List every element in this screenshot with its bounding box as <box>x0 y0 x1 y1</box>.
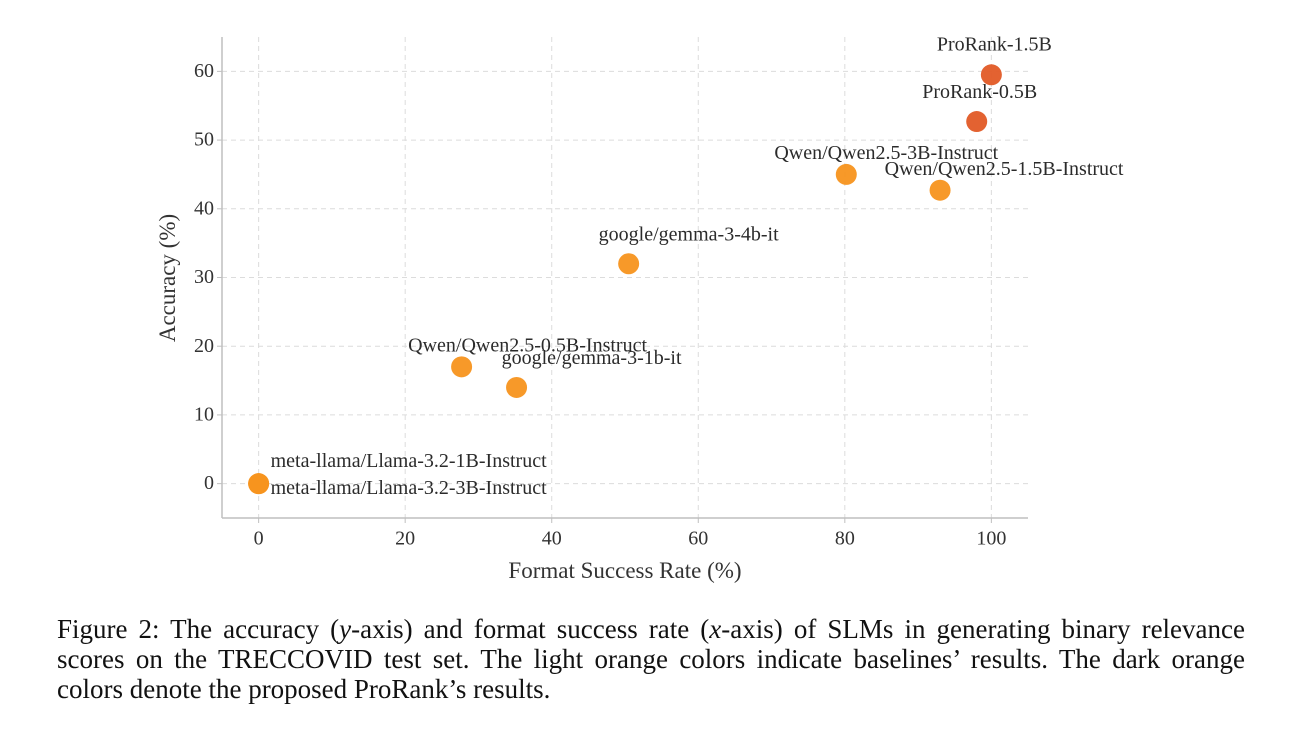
figure-caption: Figure 2: The accuracy (y-axis) and form… <box>57 614 1245 704</box>
point-label: ProRank-1.5B <box>937 33 1052 55</box>
y-tick-label: 50 <box>194 129 214 151</box>
data-point <box>980 64 1002 86</box>
y-tick-label: 60 <box>194 60 214 82</box>
point-labels: ProRank-1.5B ProRank-0.5B Qwen/Qwen2.5-3B-… <box>271 33 1124 499</box>
y-ticks: 0 10 20 30 40 50 60 <box>194 60 222 494</box>
data-point <box>451 356 473 378</box>
caption-middle: -axis) and format success rate ( <box>351 614 710 644</box>
chart-area: 0 20 40 60 80 100 0 10 20 30 40 50 60 ProRank-1.5B P… <box>155 33 1124 583</box>
x-tick-label: 80 <box>835 528 855 550</box>
y-tick-label: 30 <box>194 266 214 288</box>
x-tick-label: 60 <box>688 528 708 550</box>
point-label: Qwen/Qwen2.5-3B-Instruct <box>774 142 998 164</box>
caption-x-symbol: x <box>709 614 722 644</box>
data-point <box>835 163 857 185</box>
data-point <box>506 376 528 398</box>
data-point <box>618 253 640 275</box>
data-point <box>966 111 988 133</box>
data-point <box>929 179 951 201</box>
y-tick-label: 0 <box>204 472 214 494</box>
caption-y-symbol: y <box>339 614 352 644</box>
x-tick-label: 0 <box>254 528 264 550</box>
point-label: meta-llama/Llama-3.2-1B-Instruct <box>271 450 547 472</box>
point-label: meta-llama/Llama-3.2-3B-Instruct <box>271 477 547 499</box>
grid <box>222 37 1028 518</box>
x-tick-label: 100 <box>976 528 1006 550</box>
x-ticks: 0 20 40 60 80 100 <box>254 518 1006 550</box>
y-tick-label: 20 <box>194 335 214 357</box>
point-label: google/gemma-3-1b-it <box>502 347 682 369</box>
x-tick-label: 40 <box>542 528 562 550</box>
caption-prefix: Figure 2: The accuracy ( <box>57 614 340 644</box>
point-label: google/gemma-3-4b-it <box>599 223 779 245</box>
data-point <box>248 473 270 495</box>
y-axis-label: Accuracy (%) <box>155 214 180 342</box>
point-label: ProRank-0.5B <box>922 81 1037 103</box>
x-axis-label: Format Success Rate (%) <box>508 558 741 583</box>
point-label: Qwen/Qwen2.5-0.5B-Instruct <box>408 334 647 356</box>
point-label: Qwen/Qwen2.5-1.5B-Instruct <box>885 158 1124 180</box>
x-tick-label: 20 <box>395 528 415 550</box>
y-tick-label: 10 <box>194 404 214 426</box>
data-points <box>248 64 1002 495</box>
caption-suffix: -axis) of SLMs in generating binary rele… <box>57 614 1245 704</box>
y-tick-label: 40 <box>194 197 214 219</box>
